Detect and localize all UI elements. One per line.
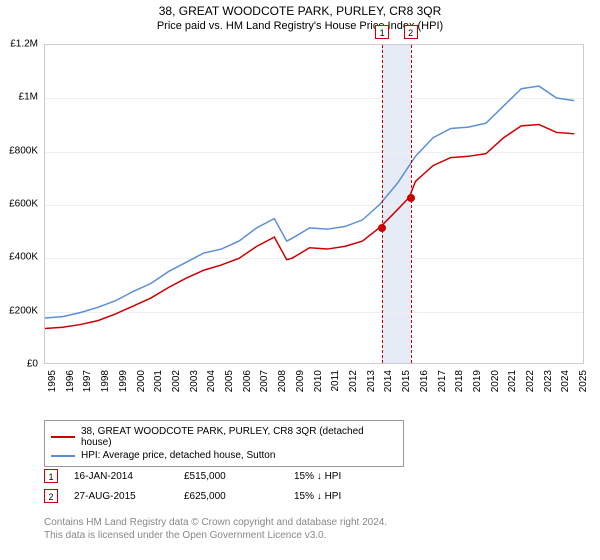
legend-swatch: [51, 455, 75, 457]
x-tick-label: 2005: [224, 370, 235, 392]
x-tick-label: 2007: [259, 370, 270, 392]
chart-title: 38, GREAT WOODCOTE PARK, PURLEY, CR8 3QR: [0, 4, 600, 18]
x-tick-label: 2017: [437, 370, 448, 392]
x-tick-label: 2014: [383, 370, 394, 392]
x-tick-label: 2008: [277, 370, 288, 392]
x-tick-label: 2022: [525, 370, 536, 392]
line-layer: [45, 45, 583, 363]
y-tick-label: £0: [27, 359, 38, 370]
chart-subtitle: Price paid vs. HM Land Registry's House …: [0, 20, 600, 32]
x-tick-label: 2016: [419, 370, 430, 392]
y-tick-label: £400K: [9, 252, 38, 263]
y-tick-label: £1M: [19, 92, 38, 103]
x-tick-label: 2011: [330, 370, 341, 392]
sale-date: 27-AUG-2015: [74, 491, 184, 502]
x-tick-label: 2023: [543, 370, 554, 392]
x-tick-label: 1999: [118, 370, 129, 392]
sale-badge: 2: [44, 489, 58, 503]
x-tick-label: 1996: [65, 370, 76, 392]
x-tick-label: 2013: [366, 370, 377, 392]
x-tick-label: 2000: [136, 370, 147, 392]
x-tick-label: 2004: [206, 370, 217, 392]
series-property: [45, 125, 574, 329]
marker-dot: [407, 194, 415, 202]
x-tick-label: 2010: [313, 370, 324, 392]
sale-date: 16-JAN-2014: [74, 471, 184, 482]
marker-vline: [411, 45, 412, 363]
x-tick-label: 2021: [507, 370, 518, 392]
footer-line-2: This data is licensed under the Open Gov…: [44, 529, 387, 542]
x-tick-label: 2018: [454, 370, 465, 392]
x-tick-label: 2006: [242, 370, 253, 392]
x-tick-label: 2002: [171, 370, 182, 392]
x-tick-label: 2009: [295, 370, 306, 392]
footer: Contains HM Land Registry data © Crown c…: [44, 516, 387, 542]
sale-row: 1 16-JAN-2014£515,00015% ↓ HPI: [44, 466, 584, 486]
x-tick-label: 2025: [578, 370, 589, 392]
footer-line-1: Contains HM Land Registry data © Crown c…: [44, 516, 387, 529]
title-block: 38, GREAT WOODCOTE PARK, PURLEY, CR8 3QR…: [0, 0, 600, 32]
x-tick-label: 1997: [82, 370, 93, 392]
plot-area: 12: [44, 44, 584, 364]
legend: 38, GREAT WOODCOTE PARK, PURLEY, CR8 3QR…: [44, 420, 404, 467]
x-axis: 1995 1996 1997 1998 1999 2000 2001 2002 2003 2004…: [44, 366, 584, 422]
x-tick-label: 2015: [401, 370, 412, 392]
x-tick-label: 2020: [490, 370, 501, 392]
marker-dot: [378, 224, 386, 232]
x-tick-label: 1998: [100, 370, 111, 392]
legend-label: 38, GREAT WOODCOTE PARK, PURLEY, CR8 3QR…: [81, 426, 397, 448]
legend-swatch: [51, 436, 75, 438]
x-tick-label: 2001: [153, 370, 164, 392]
sale-row: 2 27-AUG-2015£625,00015% ↓ HPI: [44, 486, 584, 506]
x-tick-label: 1995: [47, 370, 58, 392]
sales-table: 1 16-JAN-2014£515,00015% ↓ HPI 2 27-AUG-201…: [44, 466, 584, 506]
x-tick-label: 2019: [472, 370, 483, 392]
y-tick-label: £600K: [9, 199, 38, 210]
marker-vline: [382, 45, 383, 363]
sale-price: £625,000: [184, 491, 294, 502]
y-tick-label: £800K: [9, 145, 38, 156]
sale-delta: 15% ↓ HPI: [294, 491, 404, 502]
chart-container: 38, GREAT WOODCOTE PARK, PURLEY, CR8 3QR…: [0, 0, 600, 560]
legend-item: HPI: Average price, detached house, Sutt…: [51, 449, 397, 462]
sale-badge: 1: [44, 469, 58, 483]
y-axis: £0£200K£400K£600K£800K£1M£1.2M: [0, 44, 42, 364]
marker-badge: 1: [375, 25, 389, 39]
sale-delta: 15% ↓ HPI: [294, 471, 404, 482]
y-tick-label: £200K: [9, 305, 38, 316]
series-hpi: [45, 86, 574, 318]
legend-item: 38, GREAT WOODCOTE PARK, PURLEY, CR8 3QR…: [51, 425, 397, 449]
y-tick-label: £1.2M: [10, 39, 38, 50]
x-tick-label: 2024: [560, 370, 571, 392]
x-tick-label: 2012: [348, 370, 359, 392]
sale-price: £515,000: [184, 471, 294, 482]
marker-badge: 2: [404, 25, 418, 39]
legend-label: HPI: Average price, detached house, Sutt…: [81, 450, 275, 461]
x-tick-label: 2003: [189, 370, 200, 392]
